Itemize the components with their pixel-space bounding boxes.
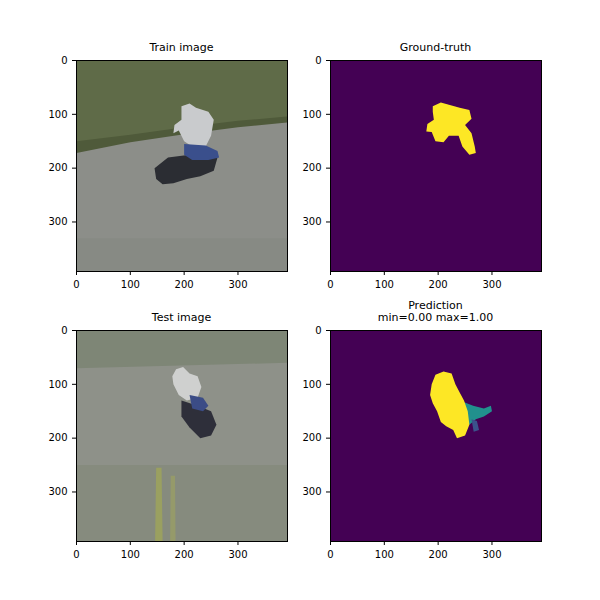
svg-text:200: 200: [429, 549, 448, 560]
svg-text:200: 200: [175, 549, 194, 560]
svg-text:100: 100: [48, 109, 67, 120]
svg-text:300: 300: [48, 486, 67, 497]
svg-text:100: 100: [48, 379, 67, 390]
svg-text:100: 100: [375, 279, 394, 290]
svg-text:200: 200: [175, 279, 194, 290]
svg-text:0: 0: [61, 325, 67, 336]
svg-text:300: 300: [228, 279, 247, 290]
svg-text:0: 0: [61, 55, 67, 66]
svg-text:200: 200: [48, 162, 67, 173]
svg-text:100: 100: [121, 279, 140, 290]
svg-text:0: 0: [73, 549, 79, 560]
html-text:Ground-truth: Ground-truth: [399, 41, 472, 54]
svg-text:300: 300: [302, 486, 321, 497]
svg-text:200: 200: [48, 432, 67, 443]
svg-text:200: 200: [429, 279, 448, 290]
svg-text:300: 300: [482, 549, 501, 560]
html-text:min=0.00 max=1.00: min=0.00 max=1.00: [377, 311, 494, 324]
svg-text:0: 0: [315, 55, 321, 66]
svg-text:300: 300: [302, 216, 321, 227]
svg-text:0: 0: [73, 279, 79, 290]
svg-text:0: 0: [327, 279, 333, 290]
svg-text:300: 300: [482, 279, 501, 290]
svg-text:100: 100: [375, 549, 394, 560]
svg-text:0: 0: [315, 325, 321, 336]
svg-text:200: 200: [302, 432, 321, 443]
html-text:Test image: Test image: [151, 311, 212, 324]
svg-text:200: 200: [302, 162, 321, 173]
svg-text:0: 0: [327, 549, 333, 560]
html-text:Train image: Train image: [149, 41, 214, 54]
svg-text:300: 300: [48, 216, 67, 227]
svg-text:300: 300: [228, 549, 247, 560]
html-text:Prediction: Prediction: [408, 299, 463, 312]
svg-text:100: 100: [302, 379, 321, 390]
svg-text:100: 100: [302, 109, 321, 120]
svg-text:100: 100: [121, 549, 140, 560]
